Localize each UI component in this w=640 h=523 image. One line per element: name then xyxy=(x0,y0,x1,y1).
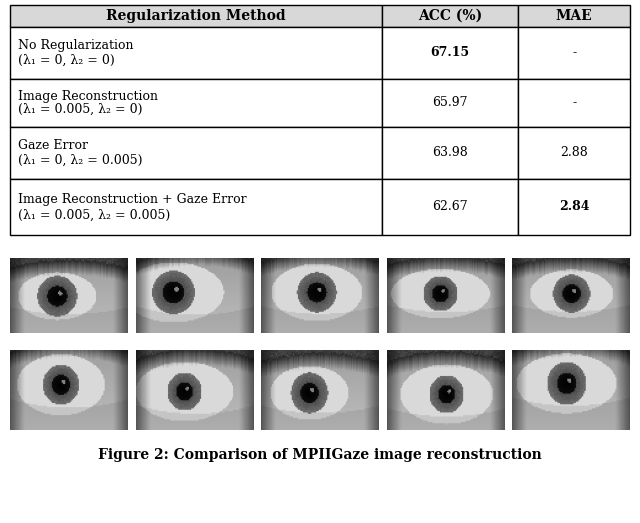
Text: 67.15: 67.15 xyxy=(431,47,470,60)
Text: 2.88: 2.88 xyxy=(561,146,588,160)
Text: Gaze Error: Gaze Error xyxy=(18,139,88,152)
Bar xyxy=(10,5,382,27)
Text: (λ₁ = 0, λ₂ = 0): (λ₁ = 0, λ₂ = 0) xyxy=(18,54,115,67)
Bar xyxy=(518,179,630,235)
Bar xyxy=(10,27,382,79)
Text: ACC (%): ACC (%) xyxy=(418,9,483,23)
Text: (λ₁ = 0, λ₂ = 0.005): (λ₁ = 0, λ₂ = 0.005) xyxy=(18,154,143,167)
Bar xyxy=(10,127,382,179)
Text: -: - xyxy=(572,97,576,109)
Text: 2.84: 2.84 xyxy=(559,200,589,213)
Bar xyxy=(382,27,518,79)
Bar xyxy=(382,79,518,127)
Text: MAE: MAE xyxy=(556,9,593,23)
Text: Figure 2: Comparison of MPIIGaze image reconstruction: Figure 2: Comparison of MPIIGaze image r… xyxy=(98,448,542,462)
Text: 63.98: 63.98 xyxy=(433,146,468,160)
Text: Regularization Method: Regularization Method xyxy=(106,9,286,23)
Bar xyxy=(10,179,382,235)
Bar xyxy=(518,79,630,127)
Bar xyxy=(518,127,630,179)
Bar xyxy=(382,5,518,27)
Text: Image Reconstruction + Gaze Error: Image Reconstruction + Gaze Error xyxy=(18,192,246,206)
Text: (λ₁ = 0.005, λ₂ = 0): (λ₁ = 0.005, λ₂ = 0) xyxy=(18,103,143,116)
Bar xyxy=(382,127,518,179)
Bar xyxy=(518,27,630,79)
Bar xyxy=(518,5,630,27)
Text: (λ₁ = 0.005, λ₂ = 0.005): (λ₁ = 0.005, λ₂ = 0.005) xyxy=(18,208,170,221)
Bar xyxy=(382,179,518,235)
Text: -: - xyxy=(572,47,576,60)
Text: No Regularization: No Regularization xyxy=(18,39,134,52)
Text: Image Reconstruction: Image Reconstruction xyxy=(18,90,158,103)
Bar xyxy=(10,79,382,127)
Text: 65.97: 65.97 xyxy=(433,97,468,109)
Text: 62.67: 62.67 xyxy=(433,200,468,213)
